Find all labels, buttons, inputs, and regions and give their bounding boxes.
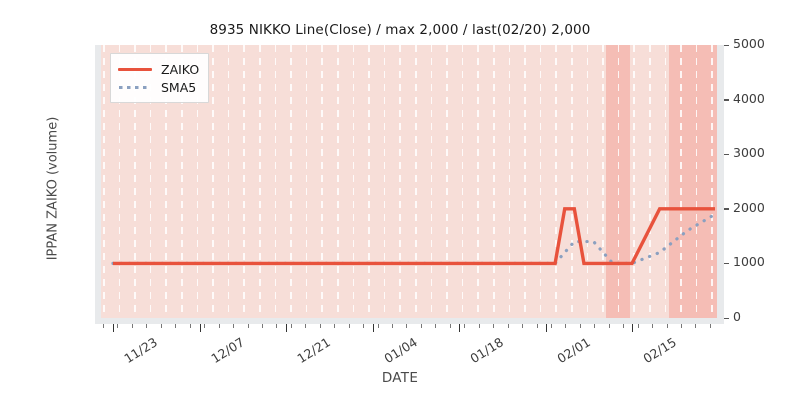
x-tick-minor [261,324,263,328]
x-tick-minor [652,324,654,328]
y-tick-mark [724,262,729,265]
shade-band [606,45,616,318]
x-tick-label: 11/23 [121,334,160,367]
legend-swatch-sma5-icon [118,80,152,94]
x-tick-minor [608,324,610,328]
y-tick-label: 1000 [733,254,765,270]
x-tick-minor [175,324,177,328]
y-axis-title: IPPAN ZAIKO (volume) [45,116,61,261]
x-tick-minor [247,324,249,328]
x-tick-major [459,324,461,332]
y-tick-mark [724,44,729,46]
x-tick-minor [637,324,639,328]
x-tick-minor [103,324,104,328]
y-tick-mark [724,317,729,319]
x-tick-major [545,324,547,332]
shade-band [678,45,717,318]
x-tick-minor [623,324,625,328]
legend-label-zaiko: ZAIKO [161,61,200,77]
x-tick-label: 02/15 [640,334,679,367]
x-tick-minor [565,324,567,328]
x-tick-major [113,324,115,332]
x-tick-major [372,324,374,332]
x-tick-minor [363,324,365,328]
x-tick-minor [493,324,495,328]
x-tick-label: 12/21 [294,334,333,367]
x-tick-minor [579,324,581,328]
x-tick-minor [536,324,538,328]
x-tick-minor [334,324,336,328]
x-tick-minor [276,324,278,328]
x-tick-minor [290,324,292,328]
legend-item-zaiko[interactable]: ZAIKO [118,60,199,78]
x-tick-minor [204,324,206,328]
x-tick-minor [305,324,307,328]
x-tick-minor [507,324,509,328]
shade-band [669,45,678,318]
y-tick-mark [724,153,729,156]
axis-spine-left [95,45,101,318]
x-tick-minor [435,324,437,328]
x-tick-minor [348,324,350,328]
x-tick-minor [117,324,119,328]
x-tick-minor [406,324,408,328]
x-tick-label: 12/07 [207,334,247,367]
y-tick-label: 0 [733,309,741,324]
legend-swatch-zaiko-icon [118,62,152,76]
shade-band [616,45,630,318]
x-tick-minor [681,324,682,328]
y-tick-label: 3000 [733,145,765,161]
x-axis-title: DATE [381,370,419,386]
chart-title: 8935 NIKKO Line(Close) / max 2,000 / las… [209,22,591,38]
x-tick-label: 01/18 [467,334,506,367]
x-tick-minor [709,324,711,328]
x-tick-label: 01/04 [380,334,420,367]
x-tick-minor [218,324,220,328]
series-line-zaiko [113,207,715,266]
y-tick-mark [724,208,729,210]
x-tick-minor [478,324,480,328]
x-tick-major [632,324,634,332]
x-tick-minor [392,324,393,328]
axis-spine-bottom [95,318,724,324]
x-tick-minor [233,324,235,328]
series-plot [111,207,717,266]
y-tick-label: 2000 [733,199,765,215]
x-tick-minor [522,324,524,328]
x-tick-minor [377,324,379,328]
x-tick-minor [550,324,552,328]
x-tick-minor [160,324,162,328]
x-tick-major [286,324,288,332]
x-tick-minor [131,324,133,328]
x-tick-minor [695,324,697,328]
legend-item-sma5[interactable]: SMA5 [118,78,199,96]
axis-spine-right [717,45,724,318]
x-tick-minor [464,324,466,328]
x-tick-label: 02/01 [553,334,593,367]
x-tick-minor [594,324,596,328]
x-tick-minor [666,324,668,328]
x-tick-minor [319,324,321,328]
y-tick-mark [724,99,729,101]
y-tick-label: 5000 [733,36,765,51]
legend-label-sma5: SMA5 [161,79,197,95]
x-tick-major [199,324,201,332]
x-tick-minor [189,324,191,328]
series-line-sma5 [111,212,717,265]
legend[interactable]: ZAIKO SMA5 [110,53,210,103]
x-tick-minor [146,324,148,328]
x-tick-minor [449,324,451,328]
x-tick-minor [420,324,422,328]
y-tick-label: 4000 [733,90,765,106]
